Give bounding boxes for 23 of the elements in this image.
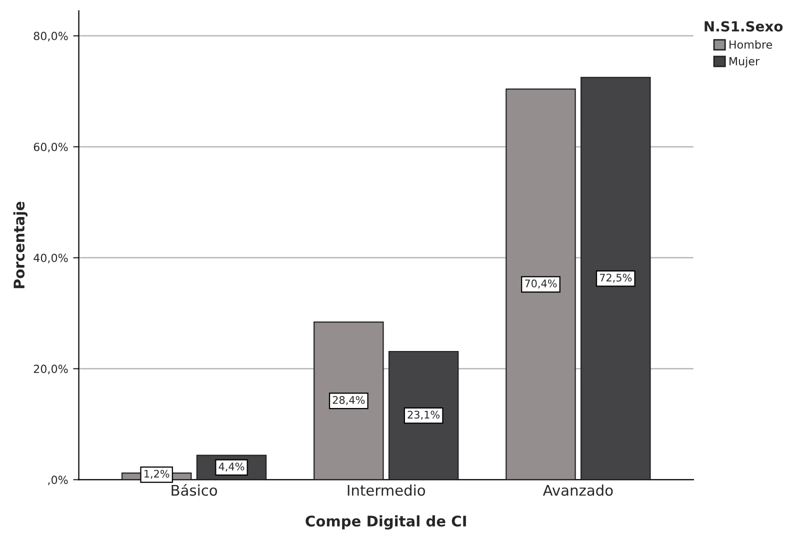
y-tick-label: 20,0%	[34, 364, 68, 374]
legend-label: Hombre	[730, 40, 772, 49]
y-tick-label: ,0%	[48, 476, 68, 486]
data-label: 23,1%	[408, 410, 440, 420]
y-tick-label: 80,0%	[34, 32, 68, 42]
data-label: 4,4%	[218, 462, 244, 472]
y-tick-label: 40,0%	[34, 254, 68, 264]
bar	[388, 350, 459, 480]
bar	[506, 88, 576, 480]
data-label: 28,4%	[332, 396, 365, 405]
data-label: 70,4%	[525, 280, 557, 288]
legend-label: Mujer	[730, 56, 760, 68]
x-tick-label: Avanzado	[542, 484, 613, 496]
legend-title: N.S1.Sexo	[704, 21, 783, 32]
y-axis-title: Porcentaje	[13, 202, 28, 288]
x-tick-label: Básico	[172, 484, 218, 496]
x-tick-label: Intermedio	[348, 484, 426, 496]
x-axis-title: Compe Digital de CI	[306, 515, 466, 530]
bar	[314, 322, 384, 480]
bar	[580, 76, 651, 480]
data-label: 72,5%	[600, 274, 632, 283]
data-label: 1,2%	[144, 470, 170, 479]
y-tick-label: 60,0%	[34, 142, 68, 152]
